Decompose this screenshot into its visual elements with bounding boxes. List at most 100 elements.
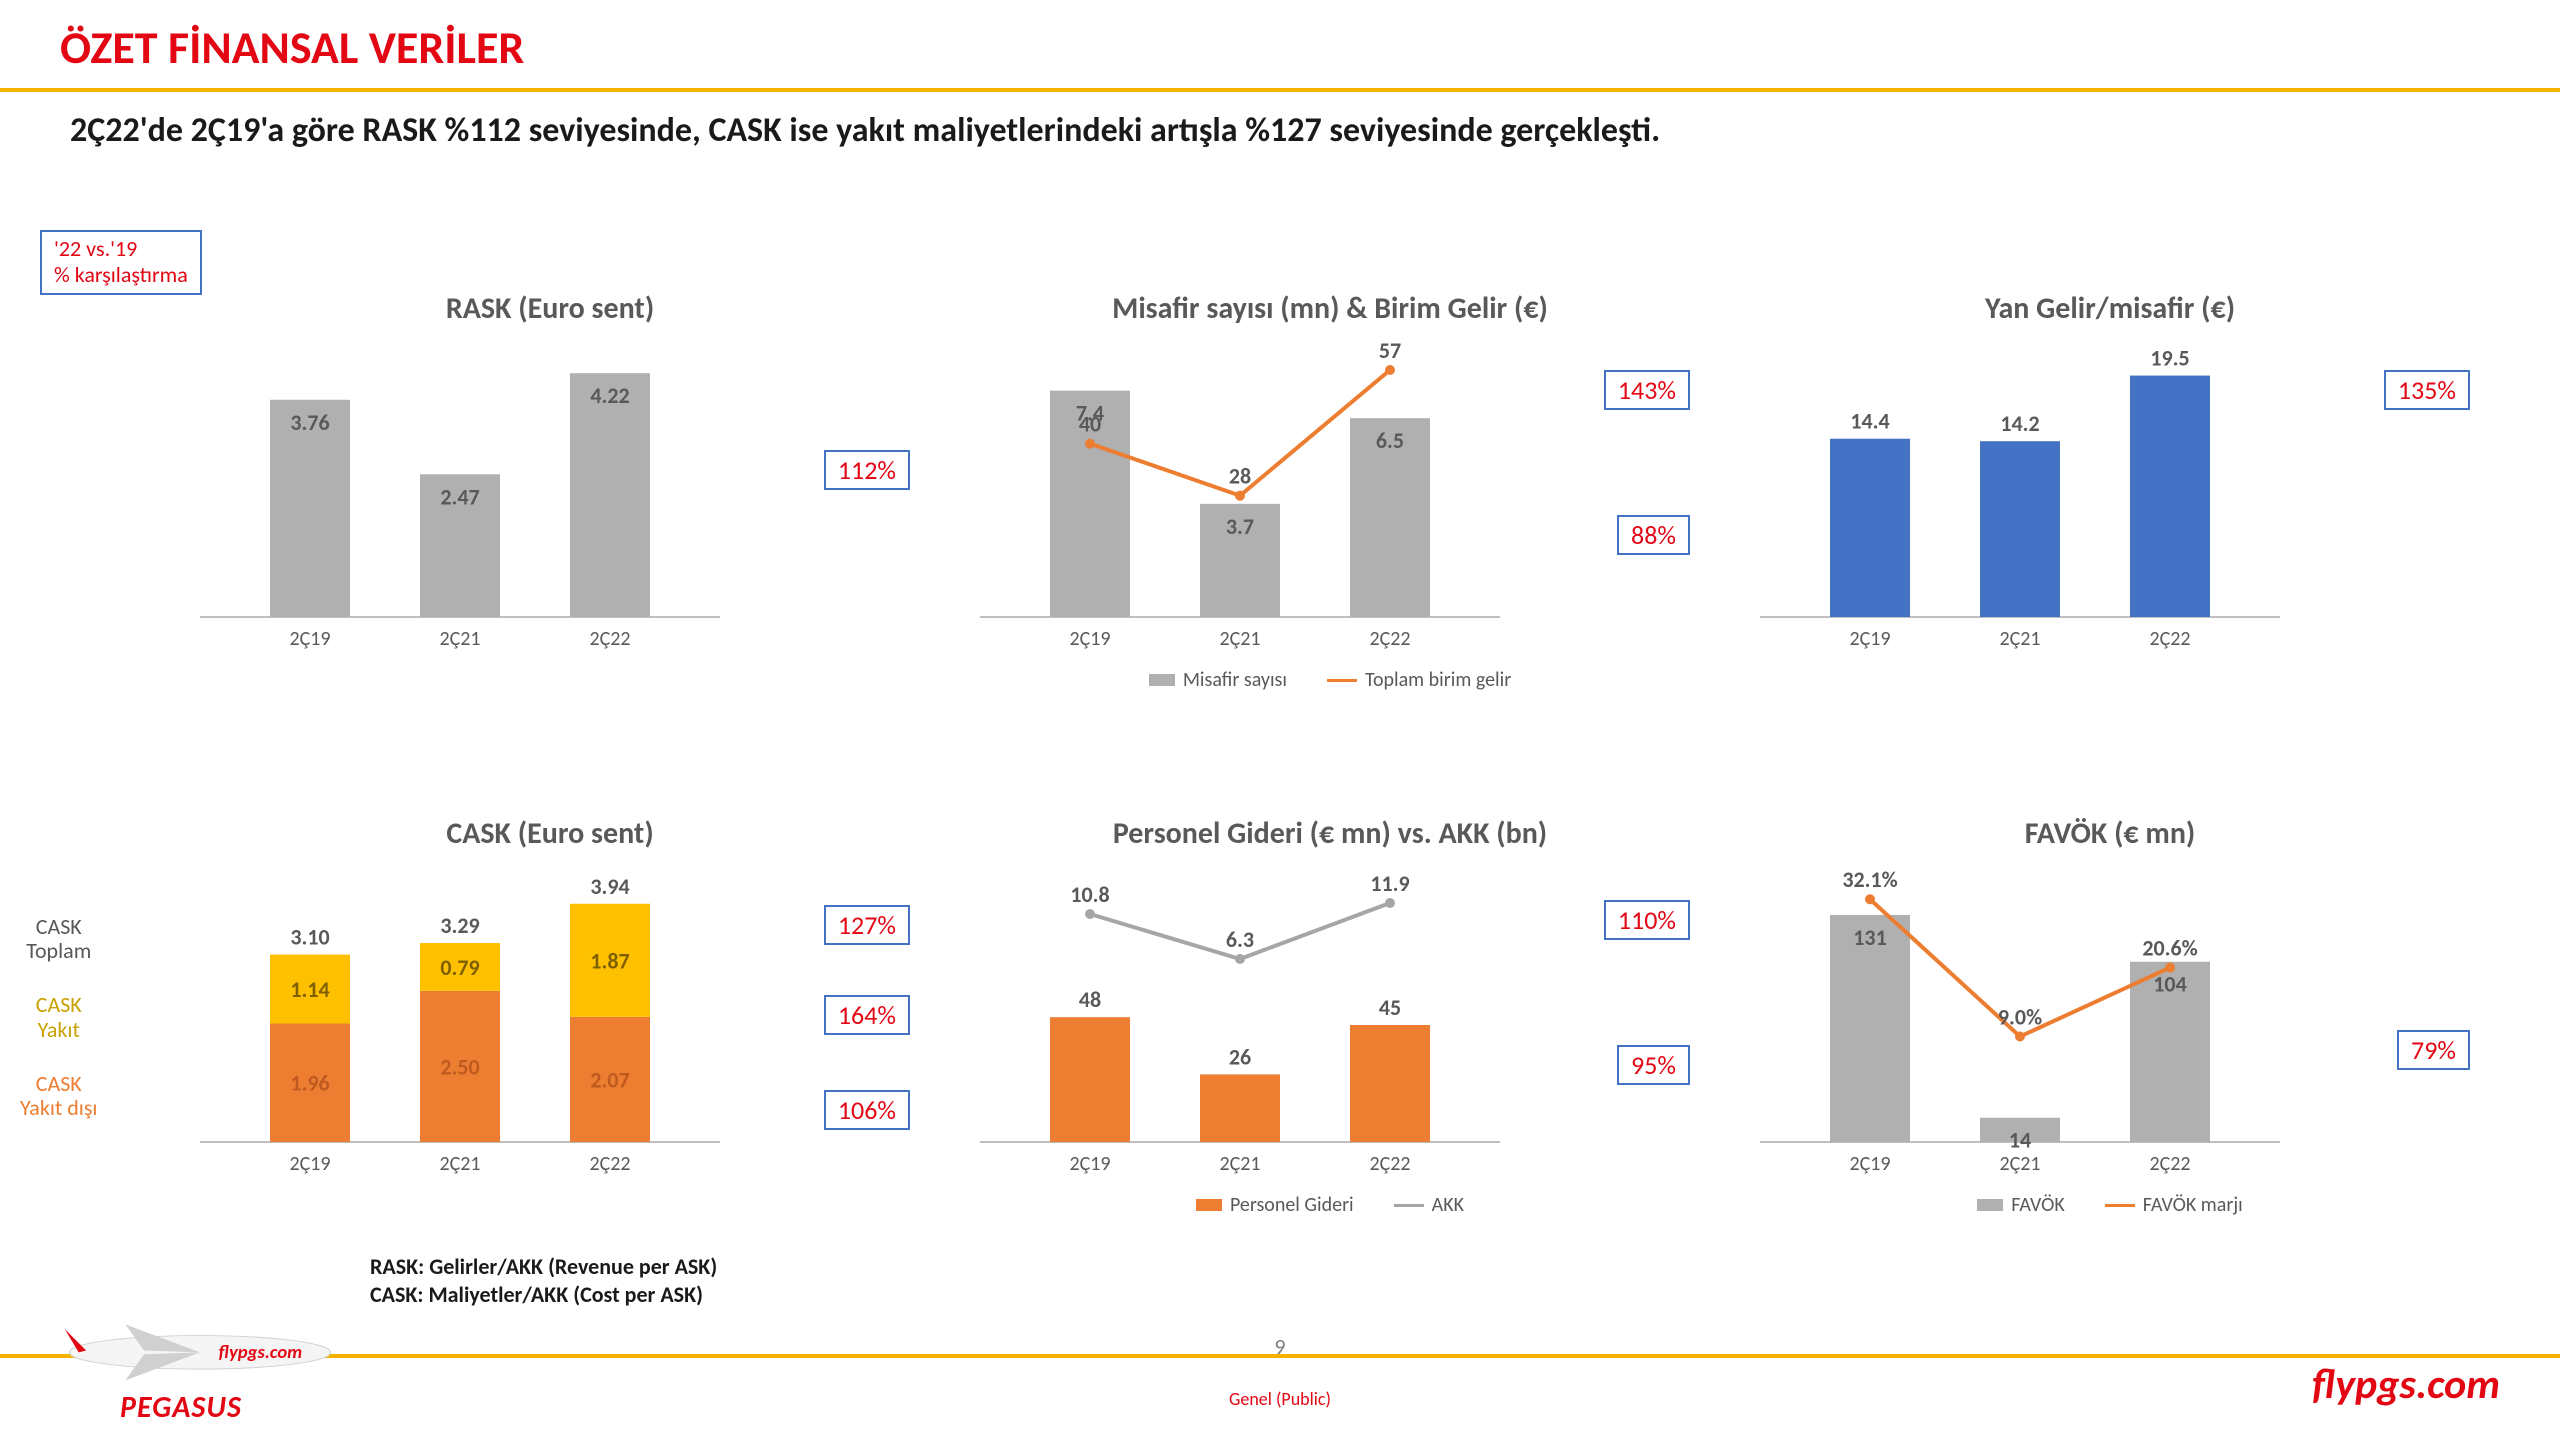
svg-text:11.9: 11.9	[1370, 870, 1409, 897]
svg-text:131: 131	[1853, 924, 1886, 951]
personnel-legend-bar: Personel Gideri	[1196, 1193, 1354, 1217]
page-title: ÖZET FİNANSAL VERİLER	[0, 0, 2560, 88]
guests-badge-bar: 88%	[1617, 515, 1690, 555]
svg-text:19.5: 19.5	[2150, 345, 2189, 372]
svg-text:14.4: 14.4	[1850, 408, 1889, 435]
svg-text:2Ç22: 2Ç22	[1369, 1152, 1410, 1176]
svg-text:14.2: 14.2	[2000, 410, 2039, 437]
svg-text:2Ç21: 2Ç21	[439, 1152, 480, 1176]
svg-text:6.3: 6.3	[1226, 926, 1254, 953]
svg-text:26: 26	[1229, 1043, 1251, 1070]
personnel-legend: Personel Gideri AKK	[960, 1193, 1700, 1217]
svg-text:2.50: 2.50	[440, 1053, 479, 1080]
svg-text:10.8: 10.8	[1070, 881, 1109, 908]
personnel-badge-line: 110%	[1604, 900, 1690, 940]
chart-guests-svg: 7.42Ç193.72Ç216.52Ç22402857	[960, 337, 1560, 657]
svg-text:6.5: 6.5	[1376, 427, 1404, 454]
cask-badge-exfuel: 106%	[824, 1090, 910, 1130]
chart-guests-title: Misafir sayısı (mn) & Birim Gelir (€)	[960, 290, 1700, 327]
guests-legend-line: Toplam birim gelir	[1327, 668, 1511, 692]
footnote: RASK: Gelirler/AKK (Revenue per ASK) CAS…	[370, 1253, 717, 1310]
chart-cask-title: CASK (Euro sent)	[180, 815, 920, 852]
svg-text:57: 57	[1379, 337, 1401, 364]
ebitda-legend-bar: FAVÖK	[1977, 1193, 2065, 1217]
chart-ancillary: Yan Gelir/misafir (€) 14.4 2Ç19 14.2 2Ç21 19…	[1740, 290, 2480, 775]
svg-text:2Ç21: 2Ç21	[1219, 1152, 1260, 1176]
guests-legend: Misafir sayısı Toplam birim gelir	[960, 668, 1700, 692]
svg-text:3.29: 3.29	[440, 912, 479, 939]
guests-badge-line: 143%	[1604, 370, 1690, 410]
svg-text:2Ç21: 2Ç21	[1999, 627, 2040, 651]
svg-text:flypgs.com: flypgs.com	[219, 1341, 303, 1364]
chart-grid: RASK (Euro sent) 3.76 2Ç19 2.47 2Ç21 4.22 2Ç2…	[0, 260, 2560, 1300]
svg-text:1.87: 1.87	[590, 947, 629, 974]
chart-cask: CASK (Euro sent) 1.96 1.14 3.10 2Ç19 2.50 0.7…	[180, 815, 920, 1300]
logo-text: PEGASUS	[120, 1389, 242, 1426]
svg-text:2Ç21: 2Ç21	[1999, 1152, 2040, 1176]
chart-ebitda-title: FAVÖK (€ mn)	[1740, 815, 2480, 852]
cask-badge-total: 127%	[824, 905, 910, 945]
svg-text:28: 28	[1229, 463, 1251, 490]
svg-text:20.6%: 20.6%	[2142, 935, 2197, 962]
classification-label: Genel (Public)	[1229, 1388, 1331, 1410]
svg-text:2Ç19: 2Ç19	[1849, 627, 1890, 651]
personnel-badge-bar: 95%	[1617, 1045, 1690, 1085]
chart-personnel-title: Personel Gideri (€ mn) vs. AKK (bn)	[960, 815, 1700, 852]
svg-text:1.96: 1.96	[290, 1070, 329, 1097]
chart-personnel: Personel Gideri (€ mn) vs. AKK (bn) 48 2Ç…	[960, 815, 1700, 1300]
page-number: 9	[1274, 1333, 1285, 1360]
svg-text:2Ç19: 2Ç19	[289, 1152, 330, 1176]
svg-text:2Ç22: 2Ç22	[1369, 627, 1410, 651]
svg-text:0.79: 0.79	[440, 954, 479, 981]
svg-text:14: 14	[2009, 1127, 2031, 1154]
footnote-line1: RASK: Gelirler/AKK (Revenue per ASK)	[370, 1253, 717, 1282]
svg-text:3.7: 3.7	[1226, 513, 1254, 540]
chart-cask-svg: 1.96 1.14 3.10 2Ç19 2.50 0.79 3.29 2Ç21 2.07 1.87…	[180, 862, 780, 1182]
chart-ancillary-svg: 14.4 2Ç19 14.2 2Ç21 19.5 2Ç22	[1740, 337, 2340, 657]
chart-ebitda-svg: 1312Ç19142Ç211042Ç2232.1%9.0%20.6%	[1740, 862, 2340, 1182]
svg-text:2Ç21: 2Ç21	[439, 627, 480, 651]
svg-text:32.1%: 32.1%	[1842, 866, 1897, 893]
chart-ebitda: FAVÖK (€ mn) 1312Ç19142Ç211042Ç2232.1%9.…	[1740, 815, 2480, 1300]
svg-text:9.0%: 9.0%	[1998, 1004, 2042, 1031]
svg-text:1.14: 1.14	[290, 976, 329, 1003]
cask-side-legend: CASKToplam CASKYakıt CASKYakıt dışı	[20, 915, 97, 1150]
cask-label-exfuel: CASKYakıt dışı	[20, 1072, 97, 1120]
comparison-line1: '22 vs.'19	[54, 236, 188, 262]
svg-text:45: 45	[1379, 994, 1401, 1021]
svg-text:3.10: 3.10	[290, 924, 329, 951]
chart-rask-svg: 3.76 2Ç19 2.47 2Ç21 4.22 2Ç22	[180, 337, 780, 657]
chart-rask: RASK (Euro sent) 3.76 2Ç19 2.47 2Ç21 4.22 2Ç2…	[180, 290, 920, 775]
ebitda-legend: FAVÖK FAVÖK marjı	[1740, 1193, 2480, 1217]
cask-label-fuel: CASKYakıt	[20, 993, 97, 1041]
chart-personnel-svg: 48 2Ç19 26 2Ç21 45 2Ç22 10.8 6.3 11.9	[960, 862, 1560, 1182]
chart-guests: Misafir sayısı (mn) & Birim Gelir (€) 7.…	[960, 290, 1700, 775]
guests-legend-bar: Misafir sayısı	[1149, 668, 1287, 692]
ebitda-legend-line: FAVÖK marjı	[2105, 1193, 2243, 1217]
plane-icon: flypgs.com	[60, 1315, 340, 1390]
svg-text:2Ç22: 2Ç22	[2149, 1152, 2190, 1176]
svg-text:2Ç19: 2Ç19	[289, 627, 330, 651]
svg-text:2.07: 2.07	[590, 1066, 629, 1093]
svg-text:2Ç19: 2Ç19	[1849, 1152, 1890, 1176]
personnel-legend-line: AKK	[1394, 1193, 1464, 1217]
svg-text:3.76: 3.76	[290, 409, 329, 436]
chart-rask-title: RASK (Euro sent)	[180, 290, 920, 327]
svg-text:2Ç22: 2Ç22	[589, 1152, 630, 1176]
rask-badge: 112%	[824, 450, 910, 490]
chart-ancillary-title: Yan Gelir/misafir (€)	[1740, 290, 2480, 327]
svg-text:2.47: 2.47	[440, 483, 479, 510]
svg-text:4.22: 4.22	[590, 382, 629, 409]
svg-text:2Ç21: 2Ç21	[1219, 627, 1260, 651]
page-subtitle: 2Ç22'de 2Ç19'a göre RASK %112 seviyesind…	[0, 92, 2560, 161]
cask-badge-fuel: 164%	[824, 995, 910, 1035]
ancillary-badge: 135%	[2384, 370, 2470, 410]
svg-text:40: 40	[1079, 411, 1101, 438]
svg-text:48: 48	[1079, 986, 1101, 1013]
svg-text:2Ç19: 2Ç19	[1069, 627, 1110, 651]
svg-text:2Ç19: 2Ç19	[1069, 1152, 1110, 1176]
cask-label-total: CASKToplam	[20, 915, 97, 963]
svg-text:3.94: 3.94	[590, 873, 629, 900]
svg-text:2Ç22: 2Ç22	[2149, 627, 2190, 651]
svg-text:2Ç22: 2Ç22	[589, 627, 630, 651]
